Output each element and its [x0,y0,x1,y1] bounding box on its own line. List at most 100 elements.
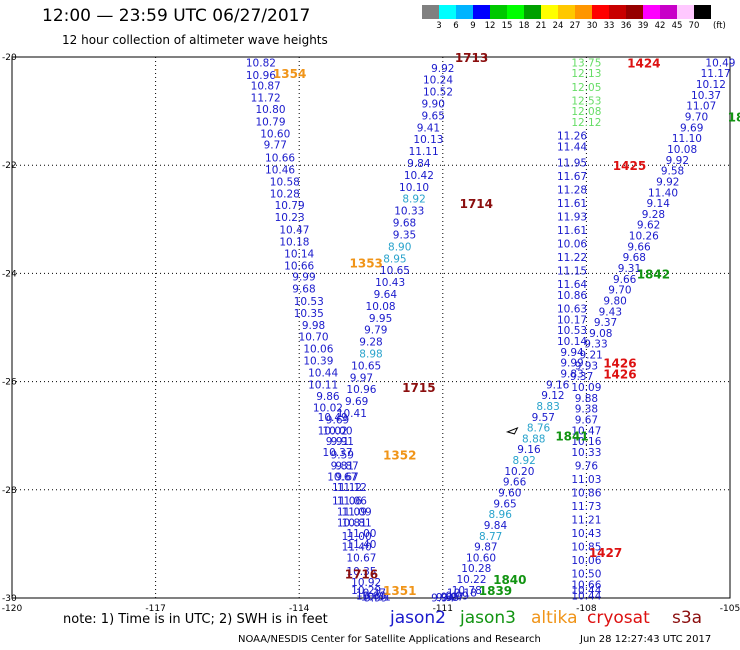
colorbar-swatch [626,5,643,19]
legend-entry-cryosat: cryosat [587,608,650,628]
swh-value-label: 9.58 [661,166,684,178]
track-pass-label: 1426 [603,357,636,371]
swh-value-label: 9.66 [613,274,637,286]
colorbar-swatch [524,5,541,19]
swh-value-label: 9.57 [532,412,555,424]
swh-value-label: 9.83 [560,368,583,380]
colorbar-swatch [422,5,439,19]
swh-value-label: 11.64 [557,279,587,291]
swh-value-label: 10.35 [346,566,376,578]
swh-value-label: 10.06 [571,555,601,567]
track-pass-label: 1427 [589,546,622,560]
swh-value-label: 11.73 [571,501,601,513]
swh-value-label: 10.08 [366,301,396,313]
swh-value-label: 10.49 [318,412,348,424]
swh-value-label: 9.80 [603,295,626,307]
swh-value-label: 10.65 [380,265,410,277]
x-tick-label: -111 [433,604,453,614]
swh-value-label: 9.92 [666,155,689,167]
swh-value-label: 10.43 [375,277,405,289]
swh-value-label: 10.78 [452,585,482,597]
track-pass-label: 1713 [455,51,488,65]
swh-value-label: 10.87 [251,81,281,93]
swh-value-label: 11.72 [251,93,281,105]
colorbar-swatch [558,5,575,19]
swh-value-label: 9.37 [570,371,593,383]
colorbar-swatch [456,5,473,19]
swh-value-label: 10.18 [447,588,477,600]
swh-value-label: 9.95 [436,592,459,604]
swh-value-label: 9.95 [369,313,392,325]
swh-value-label: 9.66 [503,477,527,489]
track-pass-label: 1426 [603,367,636,381]
swh-value-label: 11.07 [686,101,716,113]
swh-value-label: 9.21 [579,350,602,362]
swh-value-label: 9.35 [393,229,416,241]
swh-value-label: 11.11 [409,146,439,158]
swh-value-label: 13.75 [571,57,601,69]
swh-value-label: 8.98 [359,348,382,360]
swh-value-label: 10.67 [327,471,357,483]
swh-value-label: 10.02 [313,403,343,415]
swh-value-label: 11.61 [557,198,587,210]
track-pass-label: 1843 [728,111,740,125]
swh-value-label: 10.60 [466,552,496,564]
colorbar-swatch [660,5,677,19]
swh-value-label: 10.31 [361,591,391,603]
swh-value-label: 9.99 [292,272,315,284]
swh-value-label: 9.69 [326,414,349,426]
colorbar-tick-label: 3 [436,21,442,31]
swh-value-label: 10.16 [571,436,601,448]
colorbar-swatch [609,5,626,19]
swh-value-label: 10.37 [356,588,386,600]
swh-value-label: 10.79 [255,116,285,128]
colorbar-swatch [643,5,660,19]
swh-value-label: 9.16 [517,444,541,456]
swh-value-label: 10.12 [696,79,726,91]
swh-value-label: 10.18 [279,236,309,248]
swh-value-label: 10.67 [346,552,376,564]
swh-value-label: 10.96 [346,384,376,396]
swh-value-label: 9.67 [335,471,358,483]
swh-value-label: 10.44 [308,367,338,379]
swh-value-label: 10.86 [571,488,601,500]
colorbar-tick-label: 21 [535,21,547,31]
swh-value-label: 10.10 [399,182,429,194]
generated-timestamp: Jun 28 12:27:43 UTC 2017 [580,634,712,645]
swh-value-label: 10.66 [571,579,601,591]
footnote: note: 1) Time is in UTC; 2) SWH is in fe… [63,612,328,627]
colorbar-tick-label: 9 [470,21,476,31]
y-tick-label: -30 [2,594,17,604]
swh-value-label: 9.84 [407,158,431,170]
track-pass-label: 1839 [479,584,512,598]
swh-value-label: 11.12 [337,482,367,494]
swh-value-label: 9.12 [541,390,564,402]
y-tick-label: -24 [2,269,17,279]
swh-value-label: 11.95 [557,157,587,169]
x-tick-label: -117 [145,604,165,614]
track-pass-label: 1424 [627,56,660,70]
swh-value-label: 10.63 [557,304,587,316]
swh-value-label: 9.65 [422,110,445,122]
swh-value-label: 10.49 [705,57,735,69]
swh-value-label: 10.47 [279,225,309,237]
swh-value-label: 10.80 [255,104,285,116]
swh-value-label: 11.26 [557,130,587,142]
legend-entry-jason2: jason2 [390,608,446,628]
swh-value-label: 9.16 [546,379,570,391]
swh-value-label: 10.86 [557,290,587,302]
colorbar-tick-label: 27 [569,21,581,31]
colorbar-swatch [677,5,694,19]
colorbar-swatch [439,5,456,19]
swh-value-label: 9.87 [474,542,497,554]
swh-value-label: 10.33 [394,206,424,218]
swh-value-label: 9.68 [623,252,646,264]
swh-value-label: 9.76 [575,460,599,472]
swh-value-label: 12.12 [571,117,601,129]
swh-value-label: 11.17 [701,68,731,80]
swh-value-label: 9.99 [445,590,468,602]
swh-value-label: 9.69 [680,122,703,134]
colorbar-swatch [490,5,507,19]
colorbar-tick-label: 36 [620,21,632,31]
